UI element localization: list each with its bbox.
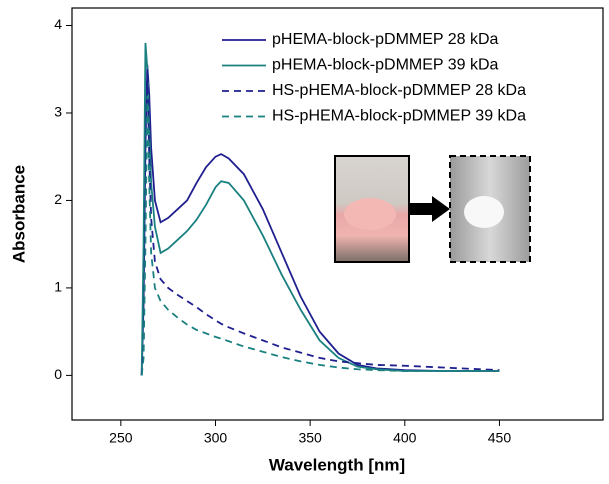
y-tick-label: 1 xyxy=(54,279,62,295)
x-tick-label: 300 xyxy=(204,430,228,446)
y-axis-title: Absorbance xyxy=(9,165,28,263)
inset-photos xyxy=(335,156,530,262)
chart: Wavelength [nm] Absorbance 250 300 350 400 4… xyxy=(0,0,609,484)
pink-powder xyxy=(344,198,396,230)
x-tick-label: 250 xyxy=(109,430,133,446)
x-tick-label: 400 xyxy=(393,430,417,446)
x-tick-label: 450 xyxy=(488,430,512,446)
y-tick-label: 0 xyxy=(54,366,62,382)
white-powder xyxy=(464,196,504,228)
y-tick-label: 4 xyxy=(54,16,62,32)
legend-label: HS-pHEMA-block-pDMMEP 39 kDa xyxy=(272,108,526,125)
legend-label: HS-pHEMA-block-pDMMEP 28 kDa xyxy=(272,82,526,99)
y-tick-label: 3 xyxy=(54,104,62,120)
arrow-head xyxy=(432,196,450,222)
x-tick-label: 350 xyxy=(298,430,322,446)
y-tick-label: 2 xyxy=(54,191,62,207)
arrow-body xyxy=(410,203,434,215)
legend-label: pHEMA-block-pDMMEP 28 kDa xyxy=(272,31,499,48)
x-axis-title: Wavelength [nm] xyxy=(269,455,405,474)
legend-label: pHEMA-block-pDMMEP 39 kDa xyxy=(272,57,499,74)
